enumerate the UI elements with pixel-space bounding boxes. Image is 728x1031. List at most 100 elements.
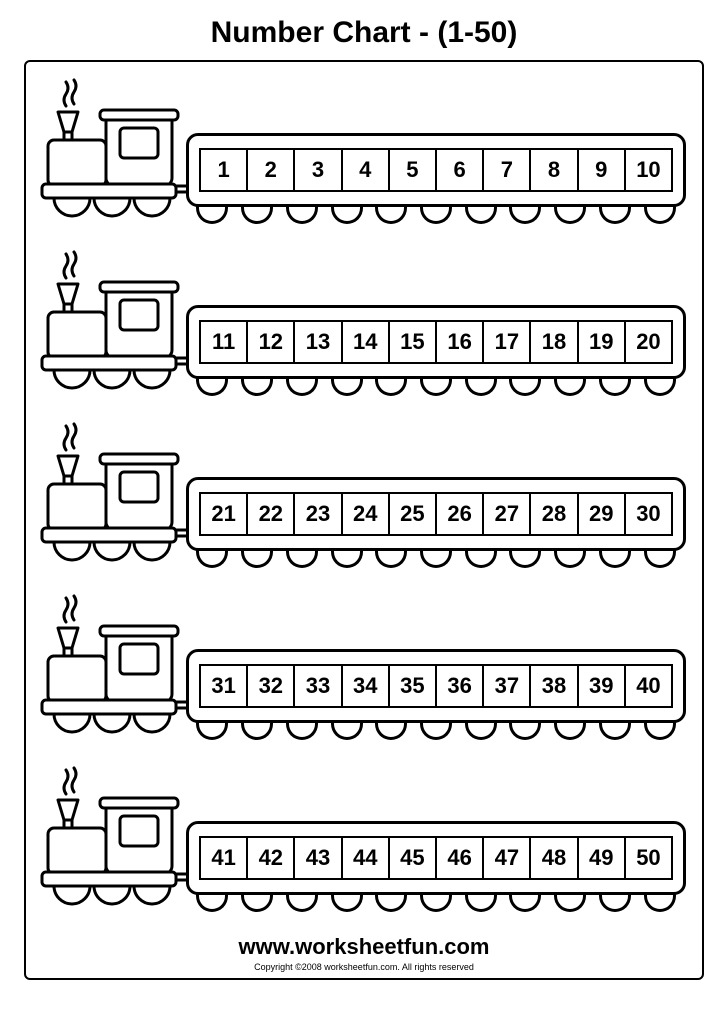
- number-cell: 36: [437, 666, 484, 706]
- wheel-icon: [420, 720, 452, 740]
- page-title: Number Chart - (1-50): [0, 0, 728, 60]
- car-body: 31323334353637383940: [186, 649, 686, 723]
- wheel-icon: [509, 204, 541, 224]
- train-row: 11121314151617181920: [36, 246, 692, 396]
- number-cell: 47: [484, 838, 531, 878]
- number-cell: 28: [531, 494, 578, 534]
- wheel-icon: [554, 892, 586, 912]
- number-cell: 19: [579, 322, 626, 362]
- car-body: 41424344454647484950: [186, 821, 686, 895]
- wheel-icon: [331, 720, 363, 740]
- number-cell: 48: [531, 838, 578, 878]
- wheel-icon: [241, 204, 273, 224]
- number-strip: 11121314151617181920: [199, 320, 673, 364]
- wheel-icon: [196, 892, 228, 912]
- wheel-icon: [644, 892, 676, 912]
- car-wheels: [186, 376, 686, 396]
- number-cell: 29: [579, 494, 626, 534]
- number-cell: 20: [626, 322, 671, 362]
- number-cell: 26: [437, 494, 484, 534]
- number-cell: 1: [201, 150, 248, 190]
- car-wheels: [186, 204, 686, 224]
- number-cell: 32: [248, 666, 295, 706]
- train-car: 31323334353637383940: [186, 649, 686, 740]
- number-strip: 31323334353637383940: [199, 664, 673, 708]
- wheel-icon: [644, 548, 676, 568]
- wheel-icon: [375, 204, 407, 224]
- number-cell: 42: [248, 838, 295, 878]
- car-body: 11121314151617181920: [186, 305, 686, 379]
- wheel-icon: [465, 548, 497, 568]
- wheel-icon: [599, 376, 631, 396]
- wheel-icon: [286, 376, 318, 396]
- wheel-icon: [554, 720, 586, 740]
- wheel-icon: [375, 720, 407, 740]
- train-engine: [36, 762, 186, 912]
- car-body: 21222324252627282930: [186, 477, 686, 551]
- wheel-icon: [465, 204, 497, 224]
- wheel-icon: [286, 204, 318, 224]
- wheel-icon: [196, 720, 228, 740]
- wheel-icon: [286, 892, 318, 912]
- number-cell: 46: [437, 838, 484, 878]
- wheel-icon: [554, 204, 586, 224]
- number-cell: 40: [626, 666, 671, 706]
- train-row: 12345678910: [36, 74, 692, 224]
- wheel-icon: [420, 548, 452, 568]
- number-cell: 21: [201, 494, 248, 534]
- number-cell: 10: [626, 150, 671, 190]
- number-cell: 23: [295, 494, 342, 534]
- number-cell: 22: [248, 494, 295, 534]
- wheel-icon: [196, 376, 228, 396]
- number-cell: 18: [531, 322, 578, 362]
- train-engine: [36, 590, 186, 740]
- wheel-icon: [241, 548, 273, 568]
- wheel-icon: [331, 376, 363, 396]
- number-cell: 39: [579, 666, 626, 706]
- number-cell: 34: [343, 666, 390, 706]
- wheel-icon: [375, 892, 407, 912]
- number-cell: 15: [390, 322, 437, 362]
- train-engine-icon: [36, 590, 186, 740]
- wheel-icon: [241, 720, 273, 740]
- number-cell: 44: [343, 838, 390, 878]
- wheel-icon: [509, 892, 541, 912]
- train-engine-icon: [36, 246, 186, 396]
- number-cell: 3: [295, 150, 342, 190]
- number-cell: 14: [343, 322, 390, 362]
- worksheet-frame: 12345678910 11121314151617181920: [24, 60, 704, 980]
- wheel-icon: [420, 892, 452, 912]
- wheel-icon: [465, 720, 497, 740]
- number-cell: 49: [579, 838, 626, 878]
- number-cell: 31: [201, 666, 248, 706]
- train-car: 21222324252627282930: [186, 477, 686, 568]
- number-strip: 12345678910: [199, 148, 673, 192]
- car-wheels: [186, 548, 686, 568]
- wheel-icon: [509, 720, 541, 740]
- train-row: 31323334353637383940: [36, 590, 692, 740]
- train-engine: [36, 74, 186, 224]
- car-wheels: [186, 892, 686, 912]
- number-cell: 17: [484, 322, 531, 362]
- wheel-icon: [331, 204, 363, 224]
- number-cell: 9: [579, 150, 626, 190]
- number-cell: 50: [626, 838, 671, 878]
- number-cell: 6: [437, 150, 484, 190]
- number-cell: 16: [437, 322, 484, 362]
- wheel-icon: [375, 548, 407, 568]
- wheel-icon: [196, 548, 228, 568]
- train-engine: [36, 418, 186, 568]
- wheel-icon: [599, 892, 631, 912]
- number-cell: 41: [201, 838, 248, 878]
- wheel-icon: [554, 548, 586, 568]
- number-strip: 41424344454647484950: [199, 836, 673, 880]
- wheel-icon: [554, 376, 586, 396]
- number-cell: 4: [343, 150, 390, 190]
- wheel-icon: [286, 548, 318, 568]
- number-cell: 8: [531, 150, 578, 190]
- number-cell: 30: [626, 494, 671, 534]
- train-car: 41424344454647484950: [186, 821, 686, 912]
- train-engine-icon: [36, 74, 186, 224]
- wheel-icon: [644, 204, 676, 224]
- wheel-icon: [331, 548, 363, 568]
